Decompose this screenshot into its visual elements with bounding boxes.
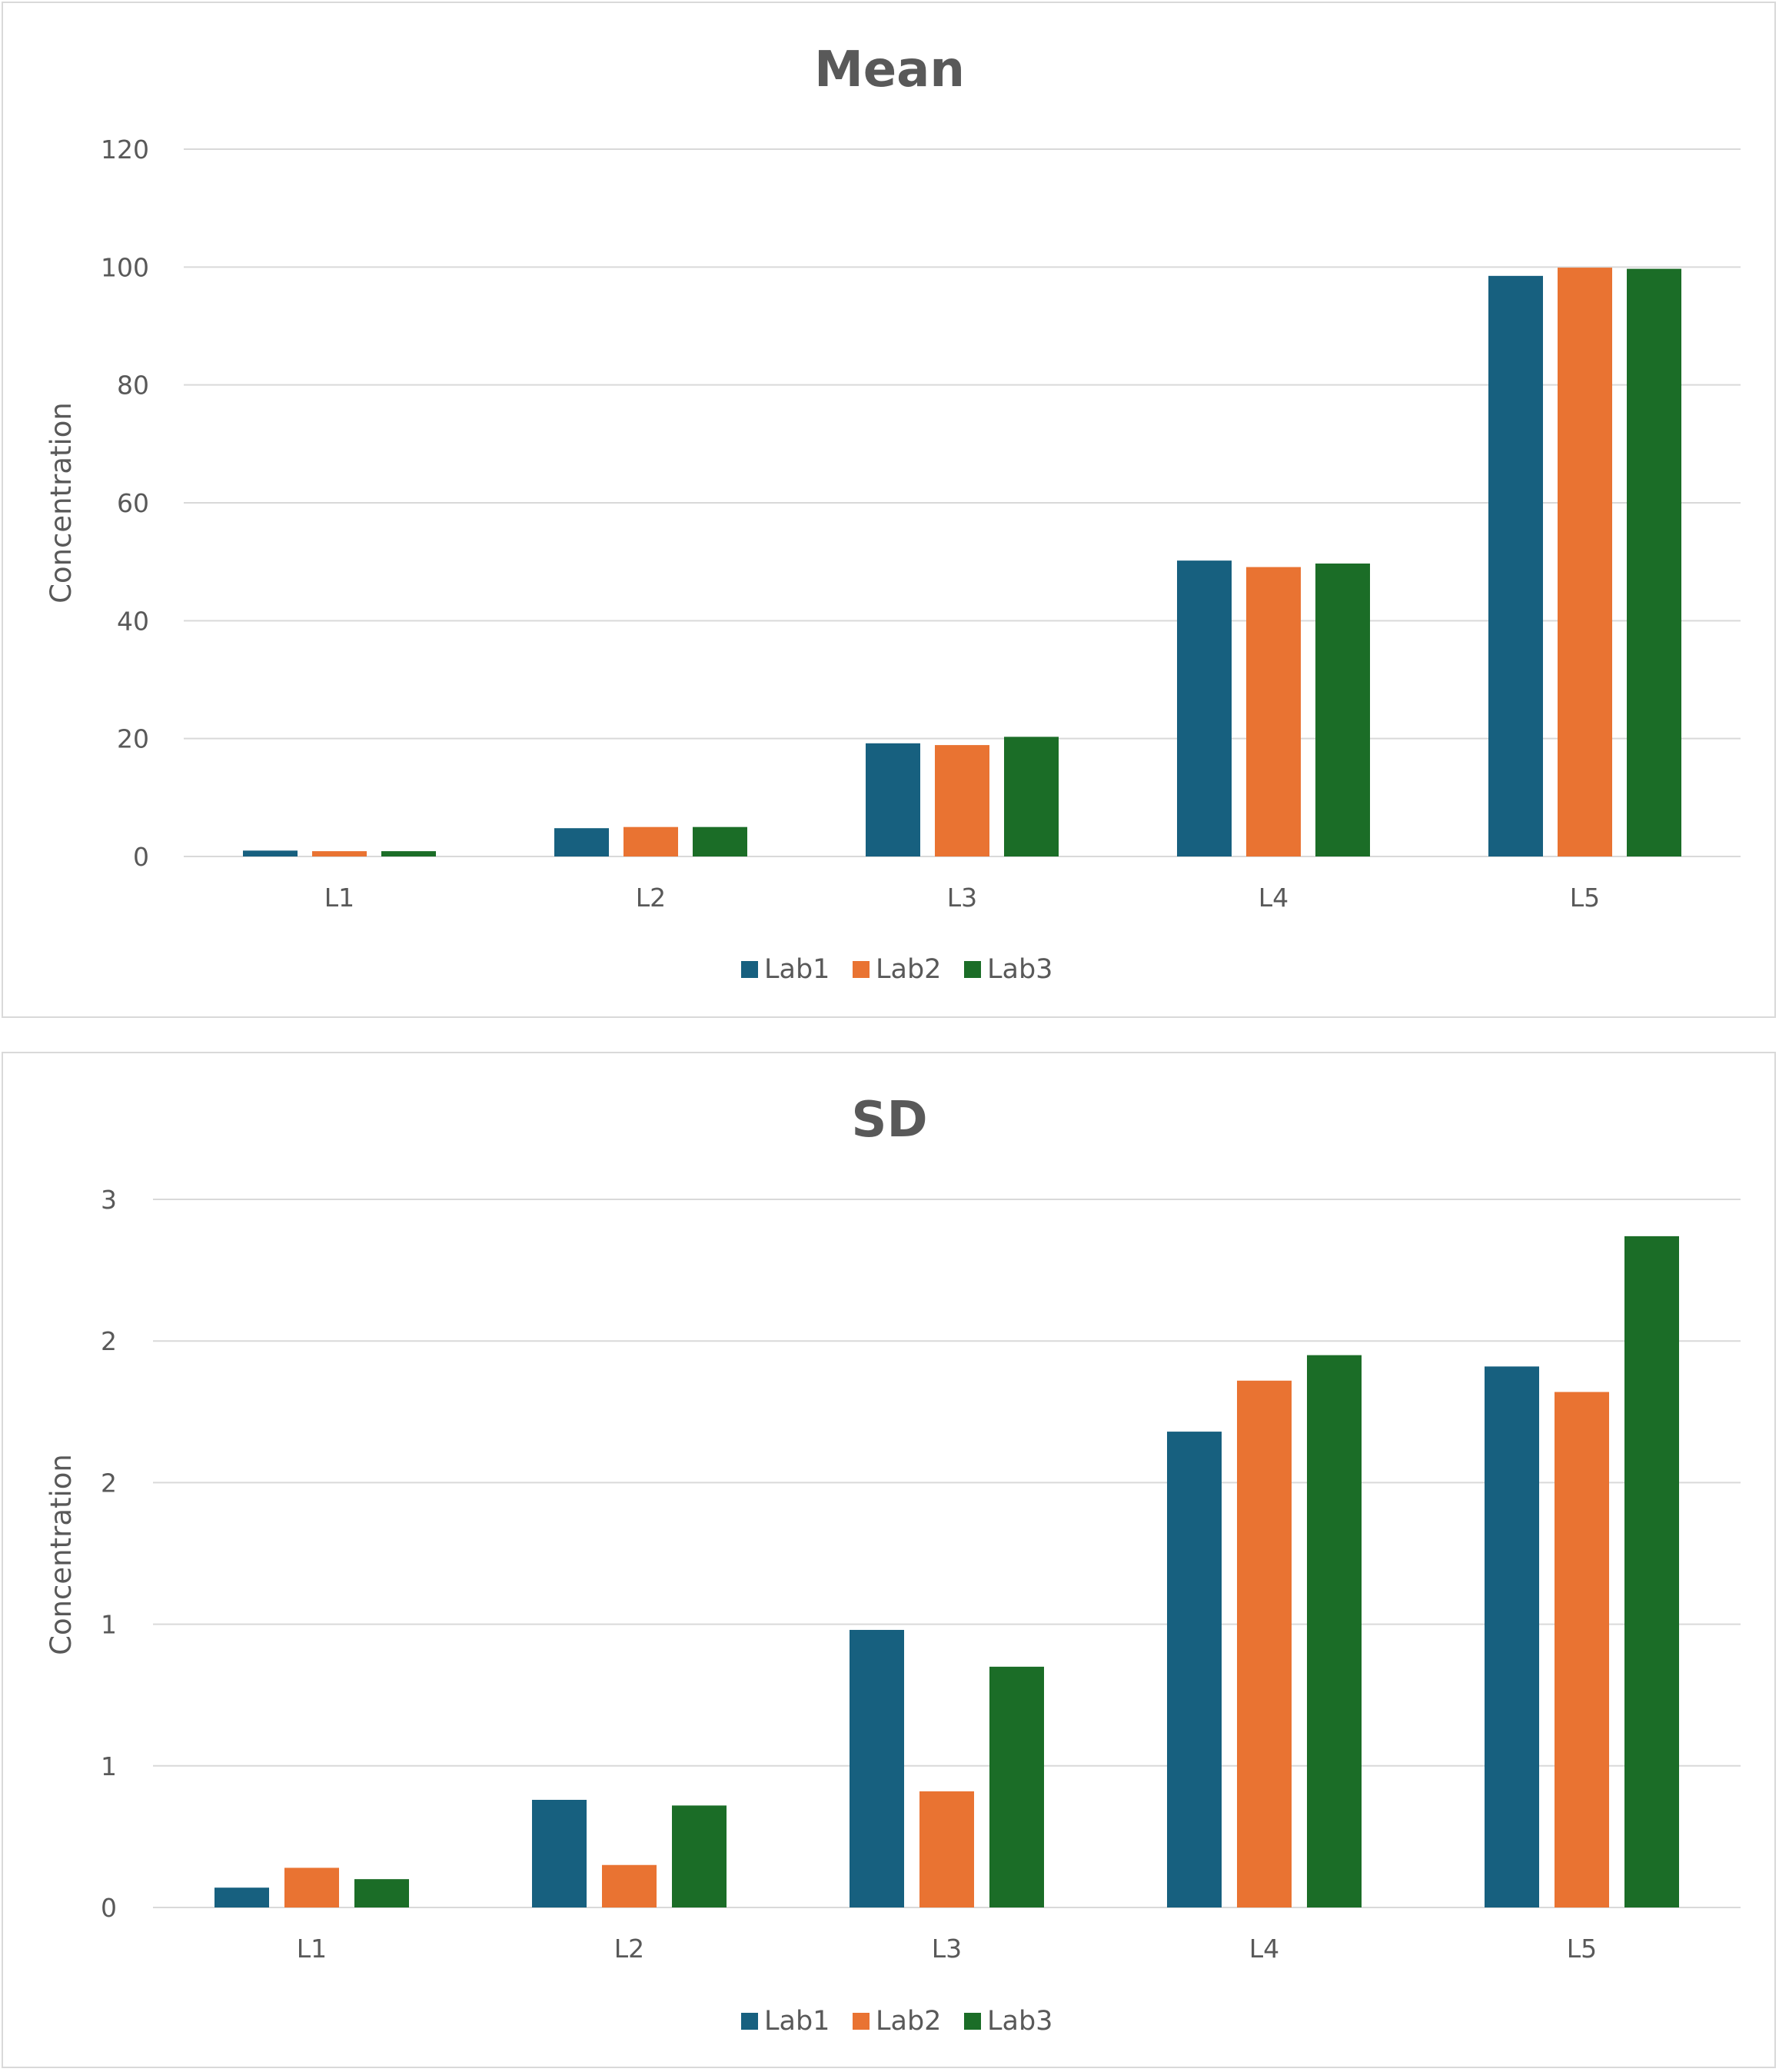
y-tick-label: 20 xyxy=(117,724,149,754)
y-tick-label: 0 xyxy=(101,1893,117,1923)
x-tick-label: L1 xyxy=(297,1934,327,1964)
bar-lab2-l5 xyxy=(1555,1392,1609,1907)
y-tick-label: 0 xyxy=(133,842,149,872)
mean-chart: Mean 0 20 40 60 80 100 120 Concentration L1 L2 L3 L4… xyxy=(45,42,1741,985)
legend-swatch-lab2 xyxy=(853,2013,870,2030)
bar-lab3-l3 xyxy=(1004,737,1059,856)
bar-lab2-l3 xyxy=(935,745,989,856)
legend-label-lab3: Lab3 xyxy=(987,2006,1052,2037)
y-tick-label: 60 xyxy=(117,488,149,518)
bar-lab3-l5 xyxy=(1624,1236,1679,1907)
bar-lab3-l4 xyxy=(1315,563,1370,856)
legend-swatch-lab1 xyxy=(741,961,758,978)
x-tick-label: L4 xyxy=(1249,1934,1279,1964)
legend-label-lab3: Lab3 xyxy=(987,954,1052,985)
x-tick-label: L2 xyxy=(614,1934,644,1964)
mean-chart-panel: Mean 0 20 40 60 80 100 120 Concentration L1 L2 L3 L4… xyxy=(2,2,1776,1018)
bar-lab2-l1 xyxy=(312,851,367,856)
y-tick-label: 1 xyxy=(101,1610,117,1640)
y-tick-label: 2 xyxy=(101,1326,117,1356)
chart-title: Mean xyxy=(814,42,965,98)
bar-lab2-l2 xyxy=(602,1864,657,1907)
bar-lab1-l1 xyxy=(214,1887,269,1907)
bar-lab3-l5 xyxy=(1627,268,1681,857)
y-axis-label: Concentration xyxy=(45,402,78,604)
legend-label-lab2: Lab2 xyxy=(876,954,941,985)
legend-label-lab1: Lab1 xyxy=(764,954,830,985)
bar-lab3-l1 xyxy=(354,1879,409,1907)
bar-lab1-l3 xyxy=(866,743,920,856)
legend-swatch-lab3 xyxy=(964,2013,981,2030)
bar-lab1-l5 xyxy=(1488,275,1543,856)
bar-lab2-l3 xyxy=(919,1791,974,1907)
bar-lab3-l3 xyxy=(989,1666,1044,1907)
y-tick-label: 2 xyxy=(101,1468,117,1498)
legend-swatch-lab3 xyxy=(964,961,981,978)
y-tick-label: 80 xyxy=(117,371,149,401)
bar-lab3-l4 xyxy=(1307,1355,1362,1907)
legend-label-lab2: Lab2 xyxy=(876,2006,941,2037)
bar-lab1-l2 xyxy=(554,828,609,856)
legend-swatch-lab1 xyxy=(741,2013,758,2030)
bar-lab2-l2 xyxy=(623,826,678,856)
x-tick-label: L3 xyxy=(932,1934,962,1964)
y-tick-label: 100 xyxy=(101,252,149,282)
x-tick-label: L4 xyxy=(1259,883,1289,913)
sd-chart: SD 0 1 1 2 2 3 Concentration L1 L2 L3 L4 L5 Lab1 Lab2 L… xyxy=(45,1092,1741,2037)
y-tick-label: 120 xyxy=(101,135,149,165)
bar-lab1-l1 xyxy=(243,850,298,856)
y-tick-label: 40 xyxy=(117,606,149,636)
bar-lab2-l1 xyxy=(284,1867,339,1907)
x-tick-label: L1 xyxy=(324,883,354,913)
chart-title: SD xyxy=(851,1092,927,1149)
bar-lab1-l2 xyxy=(532,1800,587,1907)
bar-lab1-l3 xyxy=(850,1629,904,1907)
x-tick-label: L5 xyxy=(1567,1934,1597,1964)
x-tick-label: L5 xyxy=(1570,883,1600,913)
bar-lab2-l4 xyxy=(1246,567,1301,856)
bar-lab2-l4 xyxy=(1237,1380,1292,1907)
legend-label-lab1: Lab1 xyxy=(764,2006,830,2037)
bar-lab1-l4 xyxy=(1177,560,1232,856)
y-tick-label: 1 xyxy=(101,1751,117,1781)
x-tick-label: L3 xyxy=(947,883,977,913)
sd-chart-panel: SD 0 1 1 2 2 3 Concentration L1 L2 L3 L4 L5 Lab1 Lab2 L… xyxy=(2,1052,1776,2068)
y-axis-label: Concentration xyxy=(45,1454,78,1655)
legend-swatch-lab2 xyxy=(853,961,870,978)
x-tick-label: L2 xyxy=(636,883,666,913)
bar-lab3-l2 xyxy=(672,1805,727,1907)
bar-lab2-l5 xyxy=(1558,268,1612,857)
bar-lab3-l1 xyxy=(381,851,436,856)
bar-lab1-l4 xyxy=(1167,1432,1222,1907)
y-tick-label: 3 xyxy=(101,1185,117,1215)
bar-lab1-l5 xyxy=(1485,1366,1539,1907)
bar-lab3-l2 xyxy=(693,826,747,856)
